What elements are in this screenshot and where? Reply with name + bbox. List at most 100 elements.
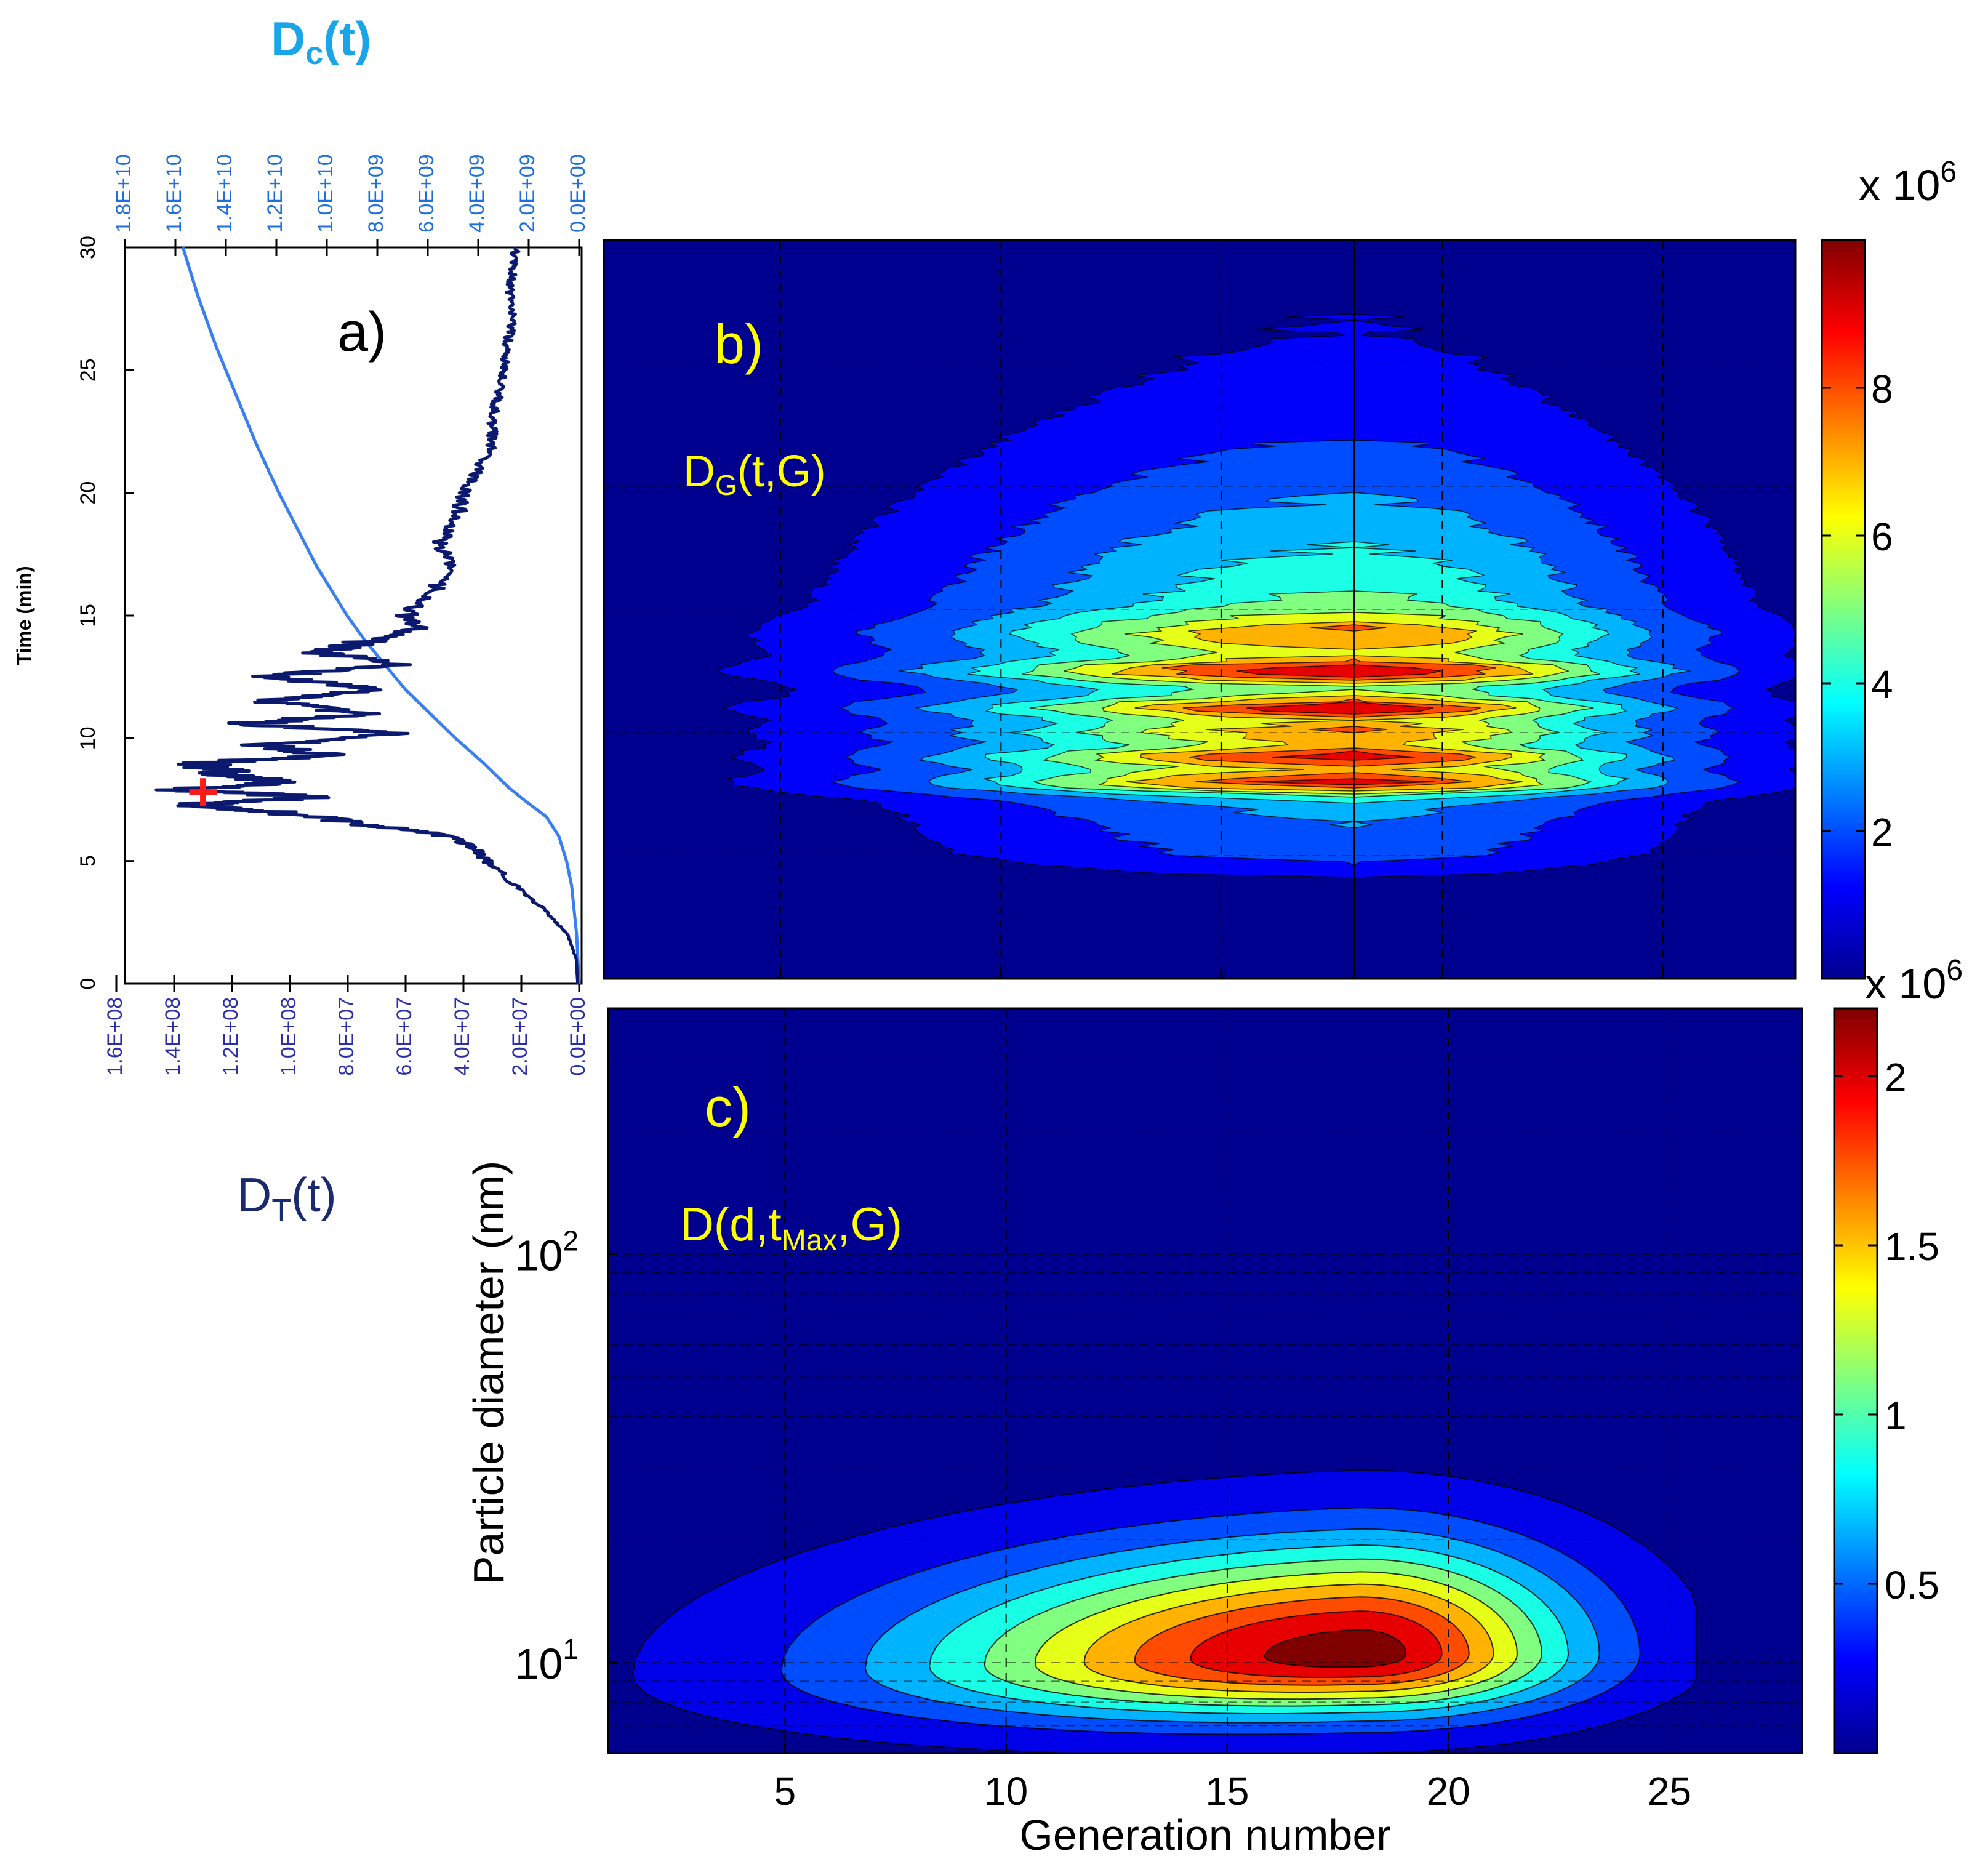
dc-axis-tick: 8.0E+09	[364, 154, 388, 256]
svg-text:0.0E+00: 0.0E+00	[566, 154, 590, 233]
panel-a-ytick: 30	[76, 236, 134, 259]
svg-text:1.2E+08: 1.2E+08	[219, 997, 242, 1076]
dt-axis-tick: 8.0E+07	[335, 975, 358, 1076]
svg-text:0: 0	[76, 978, 100, 990]
svg-text:0.5: 0.5	[1885, 1563, 1939, 1607]
svg-text:8: 8	[1871, 367, 1893, 411]
svg-text:25: 25	[76, 358, 100, 382]
svg-text:8.0E+09: 8.0E+09	[364, 154, 388, 233]
dt-axis-tick: 4.0E+07	[451, 975, 474, 1076]
panel-b-contour: b) DG(t,G) 2 4 6 8 x 106	[603, 156, 1957, 980]
dt-axis-tick: 1.6E+08	[103, 975, 127, 1076]
panel-a-time-series: 1.8E+10 1.6E+10 1.4E+10 1.2E+10 1.0E+10 8.0E+…	[13, 12, 590, 1229]
svg-text:0.0E+00: 0.0E+00	[566, 997, 590, 1076]
panel-c-xtick: 25	[1648, 1743, 1691, 1813]
svg-text:101: 101	[515, 1633, 579, 1688]
dc-axis-tick: 6.0E+09	[415, 154, 438, 256]
dc-axis-title: Dc(t)	[271, 12, 371, 71]
panel-c-contour: c) D(d,tMax,G) 5 10 15 20 25 101 102 Generati…	[465, 954, 1963, 1859]
svg-text:6.0E+07: 6.0E+07	[393, 997, 416, 1076]
panel-b-label: b)	[714, 314, 763, 375]
svg-text:4.0E+07: 4.0E+07	[451, 997, 474, 1076]
panel-a-ytick: 15	[76, 604, 134, 627]
svg-text:5: 5	[774, 1769, 796, 1813]
dt-axis-tick: 1.0E+08	[277, 975, 300, 1076]
svg-text:15: 15	[1205, 1769, 1249, 1813]
svg-text:1.0E+08: 1.0E+08	[277, 997, 300, 1076]
panel-a-ytick: 5	[76, 855, 134, 867]
svg-text:25: 25	[1648, 1769, 1691, 1813]
dc-axis-tick: 1.0E+10	[314, 154, 337, 256]
dt-axis-tick: 0.0E+00	[566, 975, 590, 1076]
dc-axis-tick: 1.8E+10	[112, 154, 135, 256]
panel-c-contour-level	[1264, 1629, 1407, 1668]
svg-text:2.0E+07: 2.0E+07	[508, 997, 532, 1076]
panel-a-ytick: 20	[76, 481, 134, 505]
svg-text:20: 20	[76, 481, 100, 505]
panel-a-ytick: 25	[76, 358, 134, 382]
dt-axis-tick: 1.4E+08	[161, 975, 185, 1076]
dc-axis-tick: 1.2E+10	[263, 154, 287, 256]
svg-text:1.5: 1.5	[1885, 1224, 1939, 1269]
colorbar-b	[1821, 239, 1866, 980]
panel-b-annotation: DG(t,G)	[683, 447, 826, 501]
dc-axis-tick: 4.0E+09	[465, 154, 489, 256]
svg-text:1.4E+10: 1.4E+10	[213, 154, 236, 233]
panel-c-frame	[607, 1007, 1803, 1754]
colorbar-c-scale: x 106	[1865, 954, 1963, 1008]
colorbar-b-scale: x 106	[1859, 156, 1957, 209]
peak-marker-plus: +	[187, 761, 220, 823]
panel-c-ylabel: Particle diameter (nm)	[465, 1161, 513, 1585]
colorbar-c-tick: 2	[1834, 1055, 1907, 1099]
svg-text:1.6E+10: 1.6E+10	[162, 154, 186, 233]
panel-c-ytick: 102	[515, 1224, 618, 1279]
dt-axis-tick: 1.2E+08	[219, 975, 242, 1076]
colorbar-b-tick: 2	[1822, 810, 1893, 854]
dt-axis-title: DT(t)	[237, 1168, 337, 1229]
panel-b-contour-level	[1022, 240, 1600, 979]
svg-text:1.2E+10: 1.2E+10	[263, 154, 287, 233]
dc-axis-tick: 2.0E+09	[516, 154, 539, 256]
svg-text:4: 4	[1871, 662, 1893, 707]
dc-axis-tick: 1.6E+10	[162, 154, 186, 256]
svg-text:1.8E+10: 1.8E+10	[112, 154, 135, 233]
dc-axis-tick: 0.0E+00	[566, 154, 590, 256]
panel-c-xtick: 20	[1427, 1743, 1470, 1813]
panel-c-annotation: D(d,tMax,G)	[680, 1198, 902, 1257]
svg-text:8.0E+07: 8.0E+07	[335, 997, 358, 1076]
colorbar-c-tick: 1	[1834, 1394, 1907, 1438]
svg-text:10: 10	[76, 726, 100, 750]
colorbar-c	[1833, 1007, 1878, 1754]
panel-c-xtick: 10	[984, 1743, 1028, 1813]
colorbar-b-tick: 6	[1822, 515, 1893, 559]
colorbar-c-tick: 1.5	[1834, 1224, 1939, 1269]
colorbar-c-tick: 0.5	[1834, 1563, 1939, 1607]
panel-a-ylabel: Time (min)	[13, 566, 35, 665]
panel-a-ytick: 10	[76, 726, 134, 750]
svg-text:2.0E+09: 2.0E+09	[516, 154, 539, 233]
svg-text:2: 2	[1885, 1055, 1907, 1099]
svg-text:1.6E+08: 1.6E+08	[103, 997, 127, 1076]
panel-c-xlabel: Generation number	[1019, 1811, 1390, 1859]
panel-a-label: a)	[337, 302, 387, 363]
panel-b-frame	[603, 239, 1797, 980]
panel-c-xtick: 15	[1205, 1743, 1249, 1813]
panel-c-label: c)	[705, 1077, 751, 1139]
svg-text:5: 5	[76, 855, 100, 867]
svg-text:15: 15	[76, 604, 100, 627]
svg-text:1: 1	[1885, 1394, 1907, 1438]
colorbar-b-tick: 4	[1822, 662, 1893, 707]
panel-c-xtick: 5	[774, 1743, 796, 1813]
panel-c-ytick: 101	[515, 1633, 618, 1688]
svg-text:6: 6	[1871, 515, 1893, 559]
svg-text:102: 102	[515, 1224, 579, 1279]
panel-a-ytick: 0	[76, 978, 134, 990]
colorbar-b-tick: 8	[1822, 367, 1893, 411]
svg-text:6.0E+09: 6.0E+09	[415, 154, 438, 233]
svg-text:20: 20	[1427, 1769, 1470, 1813]
dt-time-series-line	[154, 247, 580, 984]
dt-axis-tick: 6.0E+07	[393, 975, 416, 1076]
svg-text:2: 2	[1871, 810, 1893, 854]
svg-text:4.0E+09: 4.0E+09	[465, 154, 489, 233]
dc-axis-tick: 1.4E+10	[213, 154, 236, 256]
